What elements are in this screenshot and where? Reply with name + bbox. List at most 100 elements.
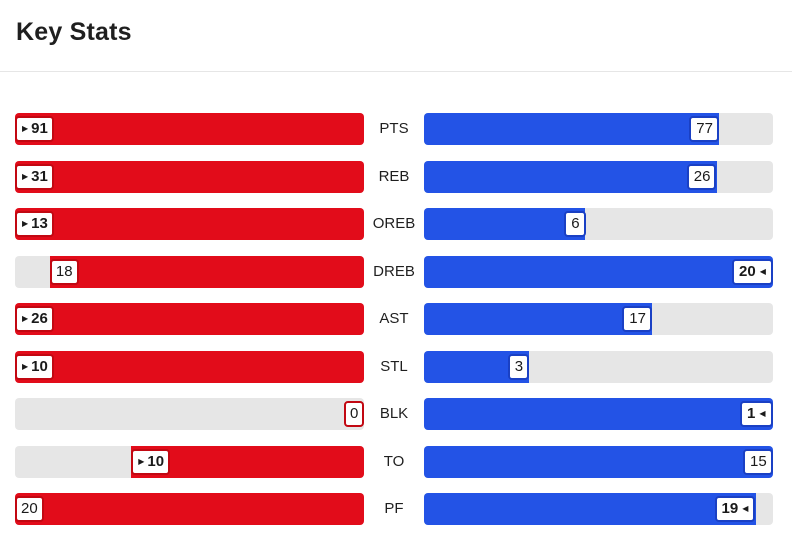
stat-label: TO xyxy=(383,452,405,470)
home-value: 31 xyxy=(31,167,48,185)
away-bar: 15 xyxy=(424,445,773,478)
away-bar-fill xyxy=(424,398,773,430)
home-value-chip: ▶ 10 xyxy=(131,448,171,475)
home-value: 26 xyxy=(31,310,48,327)
stat-row-reb: ▶ 31 REB 26 xyxy=(0,160,792,208)
away-value: 19 xyxy=(721,500,739,517)
home-bar: 18 xyxy=(15,255,364,288)
home-bar-fill xyxy=(15,113,364,145)
home-value-chip: ▶ 31 xyxy=(15,163,54,190)
leader-arrow-icon: ▶ xyxy=(22,124,29,133)
away-value: 77 xyxy=(696,120,713,137)
away-value-chip: 6 xyxy=(564,211,586,237)
stat-row-stl: ▶ 10 STL 3 xyxy=(0,350,792,398)
away-bar-fill xyxy=(424,160,717,193)
away-bar: 17 xyxy=(424,303,773,335)
stat-label: PTS xyxy=(379,120,409,137)
away-value-chip: 20 ◀ xyxy=(732,258,773,285)
key-stats-list: ▶ 91 PTS 77 ▶ 31 REB 26 ▶ 13 OREB 6 18 DREB 20 ◀ ▶ 26 AST 1… xyxy=(0,112,792,540)
leader-arrow-icon: ▶ xyxy=(138,456,145,466)
stat-row-pf: 20 PF 19 ◀ xyxy=(0,492,792,540)
away-bar: 3 xyxy=(424,350,773,383)
stat-row-pts: ▶ 91 PTS 77 xyxy=(0,112,792,160)
leader-arrow-icon: ◀ xyxy=(759,266,766,276)
stat-label: REB xyxy=(378,167,410,185)
home-value: 0 xyxy=(350,405,359,422)
stat-row-dreb: 18 DREB 20 ◀ xyxy=(0,255,792,303)
stat-label: DREB xyxy=(373,262,415,280)
home-value-chip: 20 xyxy=(15,496,44,522)
away-value: 1 xyxy=(747,405,756,422)
away-bar: 19 ◀ xyxy=(424,493,773,525)
away-value-chip: 3 xyxy=(507,353,530,380)
home-bar-fill xyxy=(15,208,364,240)
away-value-chip: 19 ◀ xyxy=(714,496,756,522)
home-bar-fill xyxy=(15,350,364,383)
away-value: 26 xyxy=(693,167,711,185)
away-value: 3 xyxy=(514,357,524,375)
header: Key Stats xyxy=(0,0,792,72)
home-bar: ▶ 10 xyxy=(15,350,364,383)
home-value-chip: ▶ 91 xyxy=(15,116,54,142)
home-value-chip: ▶ 10 xyxy=(15,353,54,380)
home-bar-fill xyxy=(131,445,364,478)
away-bar: 77 xyxy=(424,113,773,145)
page-title: Key Stats xyxy=(16,18,132,46)
stat-label: OREB xyxy=(372,215,416,232)
home-value: 10 xyxy=(31,357,48,375)
home-bar: 20 xyxy=(15,493,364,525)
stat-row-oreb: ▶ 13 OREB 6 xyxy=(0,207,792,255)
home-bar: ▶ 26 xyxy=(15,303,364,335)
stat-label: AST xyxy=(379,310,409,327)
leader-arrow-icon: ▶ xyxy=(22,219,29,228)
stat-label: PF xyxy=(384,500,404,517)
home-bar-fill xyxy=(49,255,364,288)
away-bar-fill xyxy=(424,113,720,145)
home-value-chip: ▶ 13 xyxy=(15,211,54,237)
leader-arrow-icon: ◀ xyxy=(759,409,766,418)
home-bar-fill xyxy=(15,160,364,193)
leader-arrow-icon: ▶ xyxy=(22,314,29,323)
away-bar-fill xyxy=(424,303,653,335)
away-value: 6 xyxy=(571,215,580,232)
home-value: 91 xyxy=(31,120,48,137)
leader-arrow-icon: ▶ xyxy=(22,361,29,371)
away-bar: 6 xyxy=(424,208,773,240)
home-bar: ▶ 10 xyxy=(15,445,364,478)
home-bar-fill xyxy=(15,493,364,525)
away-value-chip: 26 xyxy=(686,163,717,190)
away-bar-fill xyxy=(424,445,773,478)
home-value-chip: 0 xyxy=(344,401,364,427)
away-value-chip: 17 xyxy=(622,306,652,332)
away-bar: 20 ◀ xyxy=(424,255,773,288)
away-bar: 1 ◀ xyxy=(424,398,773,430)
home-bar-fill xyxy=(15,303,364,335)
away-value: 20 xyxy=(739,262,756,280)
leader-arrow-icon: ◀ xyxy=(742,504,749,513)
stat-label: STL xyxy=(380,357,408,375)
away-bar: 26 xyxy=(424,160,773,193)
away-value-chip: 15 xyxy=(743,448,773,475)
home-bar: ▶ 31 xyxy=(15,160,364,193)
home-value-chip: ▶ 26 xyxy=(15,306,54,332)
away-value: 15 xyxy=(750,452,767,470)
away-bar-fill xyxy=(424,255,773,288)
stat-row-blk: 0 BLK 1 ◀ xyxy=(0,397,792,445)
away-value: 17 xyxy=(629,310,646,327)
stat-row-ast: ▶ 26 AST 17 xyxy=(0,302,792,350)
home-value: 18 xyxy=(55,262,73,280)
home-value-chip: 18 xyxy=(49,258,79,285)
home-value: 13 xyxy=(31,215,48,232)
away-bar-fill xyxy=(424,208,586,240)
home-bar: ▶ 91 xyxy=(15,113,364,145)
home-bar: ▶ 13 xyxy=(15,208,364,240)
away-value-chip: 1 ◀ xyxy=(740,401,773,427)
away-value-chip: 77 xyxy=(689,116,719,142)
leader-arrow-icon: ▶ xyxy=(22,171,29,181)
home-value: 10 xyxy=(147,452,165,470)
away-bar-fill xyxy=(424,493,756,525)
stat-label: BLK xyxy=(379,405,409,422)
stat-row-to: ▶ 10 TO 15 xyxy=(0,445,792,493)
home-bar: 0 xyxy=(15,398,364,430)
home-value: 20 xyxy=(21,500,38,517)
